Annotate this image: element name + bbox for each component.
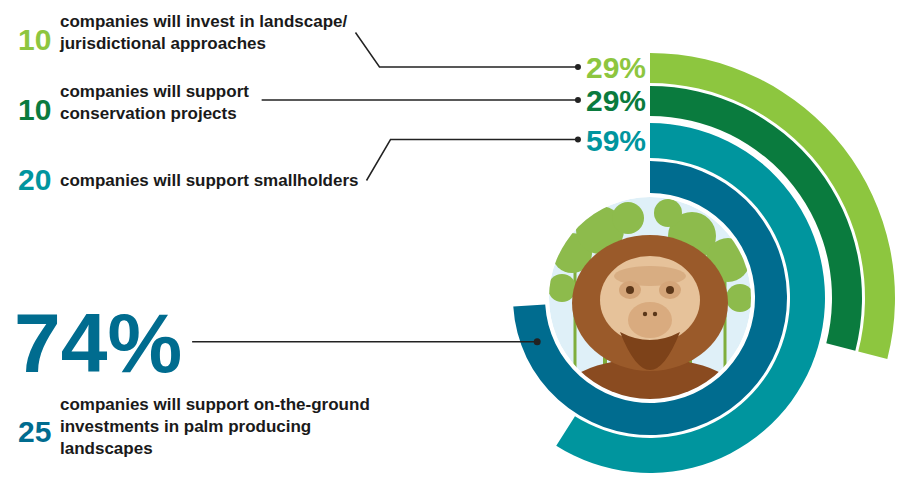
category-label: companies will support conservation proj… — [60, 82, 254, 123]
leader-dot — [575, 137, 581, 143]
ape-face — [600, 256, 700, 344]
value-label: 29% — [586, 51, 646, 84]
leader-line — [367, 140, 578, 181]
ape-nostril — [653, 312, 657, 316]
tree-crown — [654, 199, 682, 227]
count-label: 10 — [18, 23, 51, 56]
label-line: jurisdictional approaches — [59, 34, 266, 53]
category-label: companies will support on-the-ground inv… — [60, 395, 375, 458]
picture-sky — [549, 197, 751, 399]
label-line: companies will support on-the-ground — [60, 395, 375, 414]
category-label: companies will invest in landscape/juris… — [59, 12, 347, 53]
ape-nostril — [643, 312, 647, 316]
count-label: 20 — [18, 163, 51, 196]
chart-svg: 10companies will invest in landscape/jur… — [0, 0, 903, 487]
bars — [513, 53, 895, 473]
leader-dot — [575, 64, 581, 70]
label-line: landscapes — [60, 439, 153, 458]
ape-eye-patch — [619, 281, 641, 299]
leader-dot — [534, 338, 541, 345]
ape-eye — [666, 286, 674, 294]
value-label: 74% — [14, 296, 182, 390]
ape-head — [572, 235, 728, 371]
leader-dot — [575, 97, 581, 103]
leader-line — [355, 33, 577, 68]
radial-bar — [513, 161, 787, 435]
tree-crown — [612, 202, 644, 234]
label-line: companies will support smallholders — [60, 171, 359, 190]
label-line: companies will support — [60, 82, 254, 101]
leader-line — [192, 341, 537, 343]
label-line: investments in palm producing — [60, 417, 316, 436]
ape-muzzle — [628, 302, 672, 338]
value-label: 59% — [586, 124, 646, 157]
ape-eye-patch — [659, 281, 681, 299]
ape-eye — [626, 286, 634, 294]
leaders — [192, 33, 581, 346]
label-line: conservation projects — [60, 104, 237, 123]
ape-beard — [620, 332, 680, 370]
tree-crown — [548, 274, 576, 302]
tree-crown — [726, 284, 754, 312]
count-label: 25 — [18, 415, 51, 448]
label-line: companies will invest in landscape/ — [60, 12, 347, 31]
chart-root: 10companies will invest in landscape/jur… — [0, 0, 903, 487]
count-label: 10 — [18, 93, 51, 126]
category-label: companies will support smallholders — [60, 171, 359, 190]
labels: 10companies will invest in landscape/jur… — [14, 12, 646, 458]
leader-line — [262, 99, 578, 101]
value-label: 29% — [586, 84, 646, 117]
